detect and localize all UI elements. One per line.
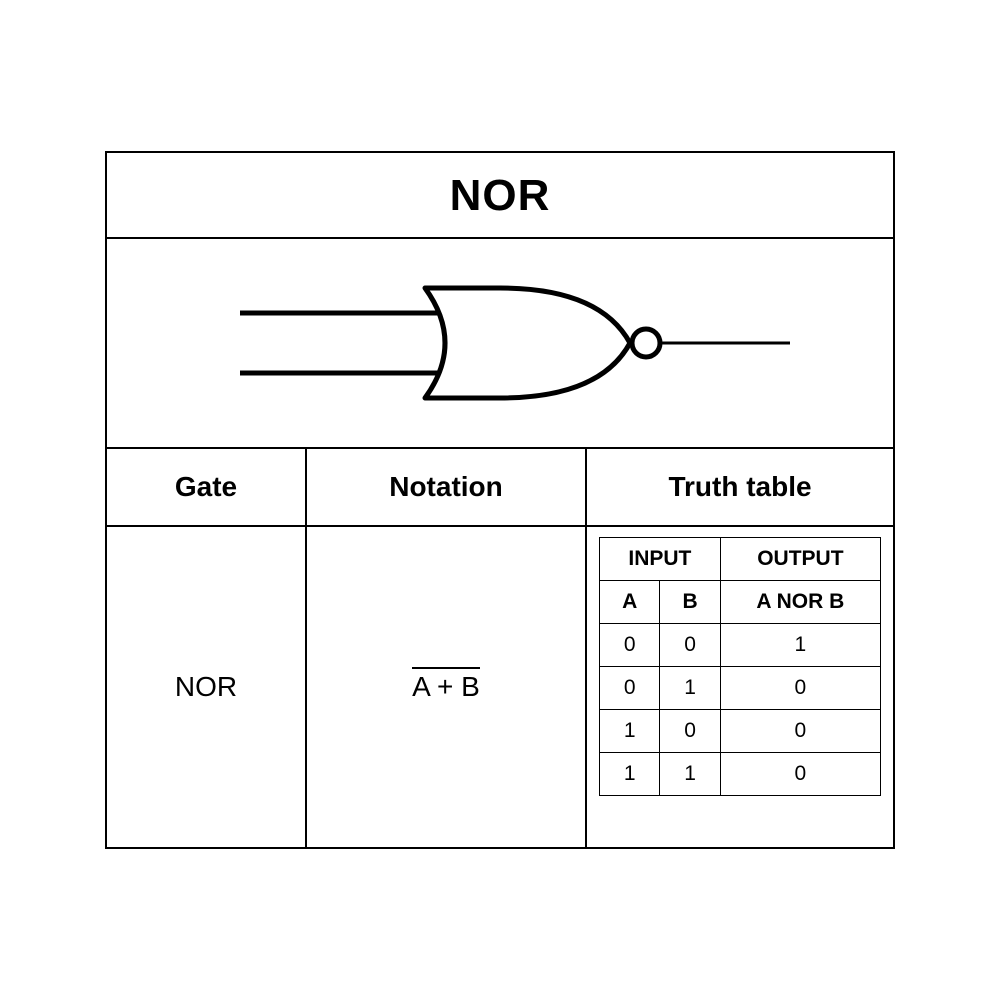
gate-symbol-panel	[107, 239, 893, 449]
body-row: NOR A + B INPUT OUTPUT A B A NOR B	[107, 527, 893, 847]
column-headers: Gate Notation Truth table	[107, 449, 893, 527]
header-notation: Notation	[307, 449, 587, 525]
truth-output-header: OUTPUT	[720, 538, 880, 581]
gate-name-cell: NOR	[107, 527, 307, 847]
table-row: 0 0 1	[600, 624, 881, 667]
table-row: 1 1 0	[600, 753, 881, 796]
truth-input-header: INPUT	[600, 538, 721, 581]
notation-expression: A + B	[412, 671, 480, 703]
table-row: 1 0 0	[600, 710, 881, 753]
notation-text: A + B	[412, 671, 480, 702]
truth-col-a: A	[600, 581, 660, 624]
header-gate: Gate	[107, 449, 307, 525]
gate-name: NOR	[175, 671, 237, 703]
truth-table-cell: INPUT OUTPUT A B A NOR B 0 0 1 0	[587, 527, 893, 847]
notation-cell: A + B	[307, 527, 587, 847]
nor-gate-card: NOR Gate Notation Truth table NOR A + B	[105, 151, 895, 849]
header-truth: Truth table	[587, 449, 893, 525]
truth-col-b: B	[660, 581, 720, 624]
card-title: NOR	[107, 153, 893, 239]
truth-table: INPUT OUTPUT A B A NOR B 0 0 1 0	[599, 537, 881, 796]
table-row: 0 1 0	[600, 667, 881, 710]
truth-col-out: A NOR B	[720, 581, 880, 624]
overline-bar	[412, 667, 480, 669]
nor-gate-icon	[180, 258, 820, 428]
